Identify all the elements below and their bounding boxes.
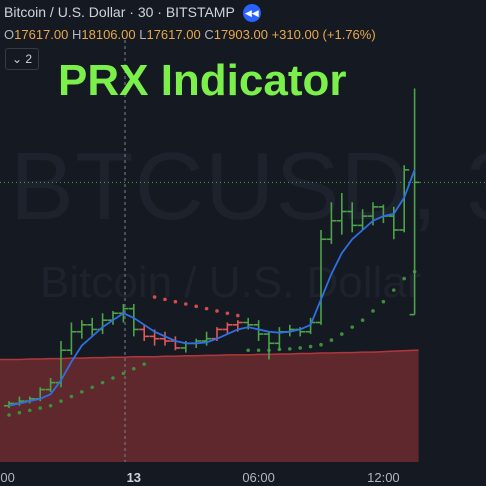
- indicators-count: 2: [25, 52, 33, 66]
- indicator-dot: [7, 413, 11, 417]
- indicator-dot: [59, 399, 63, 403]
- open-value: 17617.00: [14, 27, 69, 42]
- chevron-down-icon: ⌄: [11, 52, 23, 66]
- close-value: 17903.00: [213, 27, 268, 42]
- baseline-area-line: [0, 349, 419, 361]
- indicator-dot: [350, 325, 355, 329]
- indicator-dot: [100, 380, 105, 385]
- indicator-dot: [256, 348, 261, 353]
- rewind-icon[interactable]: ◀◀: [242, 4, 261, 23]
- indicator-dot: [204, 306, 209, 311]
- indicator-dot: [298, 346, 303, 350]
- time-tick-label: 18:00: [0, 470, 15, 485]
- high-label: H: [71, 27, 82, 42]
- indicator-dot: [152, 295, 157, 299]
- indicator-dot: [360, 318, 365, 322]
- indicator-dot: [329, 338, 334, 342]
- ohlc-legend: O17617.00 H18106.00 L17617.00 C17903.00 …: [4, 27, 376, 42]
- symbol-header[interactable]: Bitcoin / U.S. Dollar · 30 · BITSTAMP ◀◀: [4, 4, 261, 23]
- overlay-title: PRX Indicator: [58, 56, 347, 105]
- indicator-dot: [69, 394, 74, 399]
- indicator-dot: [381, 299, 386, 304]
- close-label: C: [204, 27, 214, 42]
- high-value: 18106.00: [81, 27, 136, 42]
- indicator-dot: [308, 344, 313, 349]
- indicator-dot: [371, 309, 375, 313]
- indicator-dot: [17, 410, 22, 415]
- indicator-dot: [215, 309, 219, 313]
- time-tick-label: 06:00: [242, 470, 275, 485]
- indicator-dot: [38, 406, 42, 410]
- watermark-name: Bitcoin / U.S. Dollar: [40, 258, 422, 307]
- indicator-dot: [236, 313, 240, 318]
- indicator-dot: [225, 311, 230, 316]
- indicator-dot: [132, 366, 136, 371]
- indicator-dot: [28, 408, 32, 413]
- indicator-dot: [392, 288, 396, 292]
- indicator-dot: [121, 371, 126, 376]
- indicator-dot: [184, 302, 188, 306]
- indicator-dot: [163, 297, 167, 302]
- low-label: L: [139, 27, 147, 42]
- indicator-dot: [142, 362, 146, 366]
- indicator-dot: [111, 376, 115, 380]
- indicator-dot: [80, 390, 84, 394]
- indicator-dot: [48, 403, 53, 408]
- watermark-symbol: BTCUSD, 30: [10, 133, 486, 240]
- moving-average-line: [8, 169, 416, 407]
- indicator-dot: [246, 348, 250, 353]
- indicators-collapse-button[interactable]: ⌄ 2: [5, 48, 39, 70]
- indicator-dot: [90, 385, 94, 390]
- indicator-dot: [340, 332, 344, 336]
- low-value: 17617.00: [146, 27, 201, 42]
- baseline-area: [0, 350, 419, 462]
- indicator-dot: [402, 276, 407, 281]
- time-tick-label: 13: [126, 470, 142, 485]
- symbol-title: Bitcoin / U.S. Dollar · 30 · BITSTAMP: [4, 4, 235, 20]
- indicator-dot: [173, 299, 178, 304]
- indicator-dot: [319, 342, 323, 347]
- indicator-dot: [194, 304, 198, 309]
- time-tick-label: 12:00: [367, 470, 400, 485]
- indicator-dot: [288, 347, 292, 351]
- open-label: O: [4, 27, 15, 42]
- change-value: +310.00 (+1.76%): [271, 27, 376, 42]
